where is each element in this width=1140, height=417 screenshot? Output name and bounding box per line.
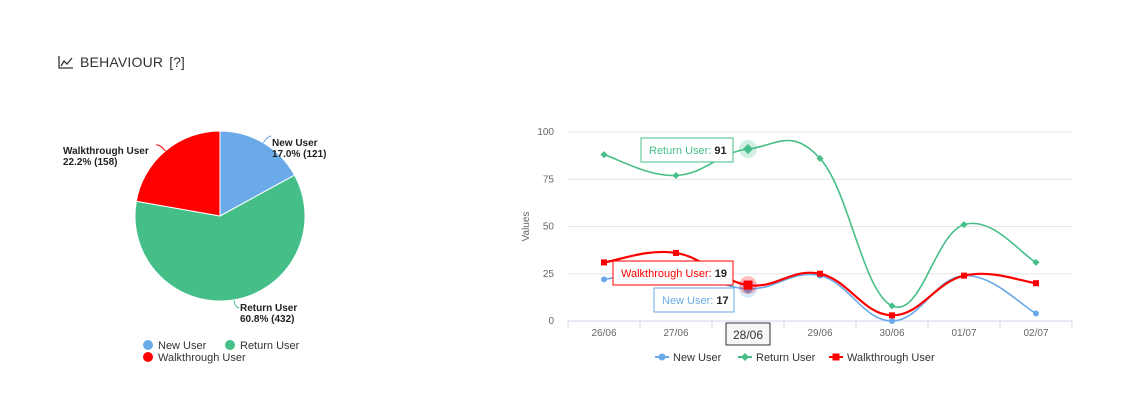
pie-slice-return-user[interactable] [134,174,306,302]
tooltip-new-user: New User: 17 [653,287,735,313]
pie-legend-label: New User [158,340,207,352]
tooltip-box [653,287,735,313]
pie-label-connector [233,299,240,309]
point-new-user[interactable] [743,284,753,294]
line-legend-label: Return User [756,352,816,364]
x-axis-tooltip-box [725,322,771,346]
series-line-return-user [603,139,1037,309]
tooltip-text: Return User: 91 [649,145,727,157]
point-walkthrough-user[interactable] [889,312,895,319]
hover-halo [739,276,757,295]
pie-legend-item[interactable]: New User [143,340,207,352]
pie-legend-marker [143,352,153,362]
pie-legend-marker [143,340,153,350]
x-axis-tooltip: 28/06 [725,322,771,346]
x-tick-label: 26/06 [591,328,616,339]
hover-halo [739,279,757,298]
tooltip-value: 19 [715,268,727,280]
point-return-user[interactable] [816,154,824,162]
point-walkthrough-user[interactable] [1033,280,1039,287]
tooltip-value: 91 [714,145,726,157]
point-return-user[interactable] [960,221,968,229]
point-new-user[interactable] [673,266,679,273]
x-tick-label: 30/06 [879,328,904,339]
tooltip-label: New User: [662,295,716,307]
point-new-user[interactable] [889,318,895,324]
line-legend-item[interactable]: Walkthrough User [829,352,935,364]
y-tick-label: 100 [537,127,554,138]
tooltip-label: Return User: [649,145,714,157]
pie-label-value: 17.0% (121) [272,149,326,160]
point-new-user[interactable] [961,272,967,279]
point-return-user[interactable] [743,144,753,155]
tooltip-return-user: Return User: 91 [640,137,734,163]
section-header: BEHAVIOUR [?] [58,54,185,70]
y-tick-label: 75 [543,174,555,185]
tooltip-value: 17 [716,295,728,307]
point-new-user[interactable] [817,272,823,279]
pie-label-connector [156,144,166,152]
series-line-walkthrough-user [603,250,1037,317]
line-legend-label: New User [673,352,722,364]
help-link[interactable]: [?] [169,54,185,70]
point-walkthrough-user[interactable] [743,280,753,290]
series-line-new-user [603,268,1037,322]
tooltip-text: New User: 17 [662,295,729,307]
line-legend-marker [832,353,840,361]
point-walkthrough-user[interactable] [817,270,823,277]
line-legend-marker [658,353,666,361]
x-tick-label: 02/07 [1023,328,1048,339]
pie-label-name: New User [272,138,318,149]
hover-halo [739,140,757,159]
point-new-user[interactable] [1033,310,1039,317]
y-tick-label: 0 [548,316,554,327]
y-axis-label: Values [521,212,532,242]
pie-legend-label: Walkthrough User [158,352,246,364]
tooltip-text: Walkthrough User: 19 [621,268,727,280]
tooltip-walkthrough-user: Walkthrough User: 19 [612,260,734,286]
point-walkthrough-user[interactable] [601,259,607,266]
line-legend-label: Walkthrough User [847,352,935,364]
tooltip-box [612,260,734,286]
x-axis-tooltip-label: 28/06 [733,328,763,342]
x-tick-label: 01/07 [951,328,976,339]
pie-label-value: 22.2% (158) [63,157,117,168]
line-chart-icon [58,56,73,69]
pie-label-value: 60.8% (432) [240,314,294,325]
pie-legend-item[interactable]: Walkthrough User [143,352,246,364]
point-return-user[interactable] [888,302,896,310]
point-return-user[interactable] [672,171,680,179]
pie-slice-new-user[interactable] [219,130,296,217]
pie-legend-marker [225,340,235,350]
point-return-user[interactable] [600,151,608,159]
pie-legend-label: Return User [240,340,300,352]
pie-slice-walkthrough-user[interactable] [135,130,221,217]
pie-label-name: Walkthrough User [63,146,149,157]
x-tick-label: 29/06 [807,328,832,339]
pie-label-name: Return User [240,303,297,314]
tooltip-label: Walkthrough User: [621,268,715,280]
y-tick-label: 25 [543,269,555,280]
line-legend-marker [741,353,749,361]
point-walkthrough-user[interactable] [961,272,967,279]
pie-legend-item[interactable]: Return User [225,340,300,352]
y-tick-label: 50 [543,222,555,233]
section-title: BEHAVIOUR [80,54,164,70]
x-tick-label: 27/06 [663,328,688,339]
point-return-user[interactable] [1032,258,1040,266]
point-new-user[interactable] [601,276,607,283]
line-legend-item[interactable]: New User [655,352,722,364]
point-walkthrough-user[interactable] [673,249,679,256]
pie-label-connector [262,135,272,144]
tooltip-box [640,137,734,163]
line-legend-item[interactable]: Return User [738,352,816,364]
